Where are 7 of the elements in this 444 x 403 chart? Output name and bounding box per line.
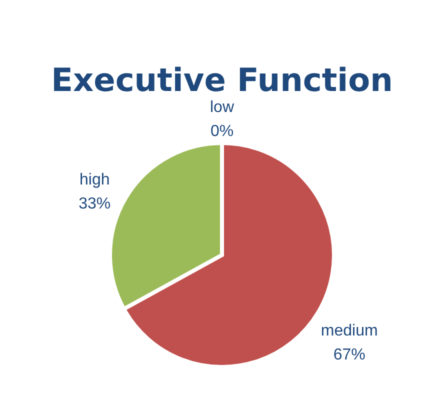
- slice-label: medium: [320, 322, 378, 340]
- category-label: low: [210, 99, 234, 116]
- text: 0%: [210, 123, 234, 140]
- chart-title: Executive Function: [51, 61, 393, 99]
- data-label: 67%: [333, 346, 366, 364]
- slice-label: high: [79, 172, 110, 189]
- data-label: 33%: [78, 196, 111, 213]
